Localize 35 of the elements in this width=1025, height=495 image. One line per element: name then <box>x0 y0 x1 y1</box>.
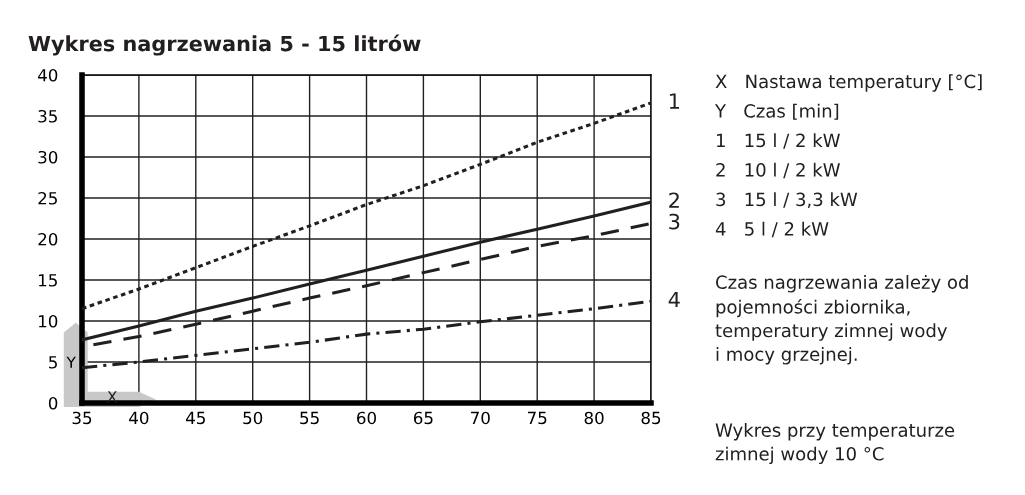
y-tick-label: 35 <box>38 109 57 123</box>
y-tick-label: 10 <box>39 314 58 328</box>
x-tick-label: 65 <box>413 411 433 425</box>
y-tick-label: 30 <box>38 150 58 164</box>
y-tick-label: 0 <box>48 396 58 410</box>
y-tick-label: 25 <box>38 191 57 205</box>
y-tick-label: 15 <box>39 274 57 287</box>
series-label: 1 <box>669 93 679 109</box>
text: 2 10 l / 2 kW <box>716 162 840 179</box>
x-tick-label: 75 <box>527 411 547 425</box>
text: Wykres przy temperaturze zimnej wody 10 °C <box>715 423 955 465</box>
text: 1 15 l / 2 kW <box>716 133 840 149</box>
x-tick-label: 45 <box>186 411 205 425</box>
series-label: 3 <box>669 213 680 230</box>
x-tick-label: 55 <box>300 411 319 425</box>
x-tick-label: 80 <box>584 411 604 425</box>
text: 3 15 l / 3,3 kW <box>716 192 858 209</box>
x-tick-label: 50 <box>243 411 263 425</box>
y-tick-label: 40 <box>38 68 58 82</box>
x-tick-label: 35 <box>72 411 92 425</box>
text: Y <box>66 356 76 368</box>
series-label: 2 <box>669 192 679 208</box>
x-tick-label: 85 <box>641 411 661 425</box>
x-tick-label: 60 <box>357 411 376 425</box>
text: 4 5 l / 2 kW <box>715 221 829 238</box>
text: Czas nagrzewania zależy od pojemności zbiornika, temperatury zimnej wody i mocy grzejnej. <box>715 275 968 365</box>
y-tick-label: 20 <box>38 232 58 246</box>
x-tick-label: 40 <box>129 411 149 425</box>
text: Y Czas [min] <box>714 103 839 120</box>
chart-title: Wykres nagrzewania 5 - 15 litrów <box>28 34 421 56</box>
x-tick-label: 70 <box>471 411 490 425</box>
y-tick-label: 5 <box>49 356 57 369</box>
annotation: X <box>107 391 117 403</box>
series-label: 4 <box>668 291 680 308</box>
text: X Nastawa temperatury [°C] <box>715 74 982 92</box>
